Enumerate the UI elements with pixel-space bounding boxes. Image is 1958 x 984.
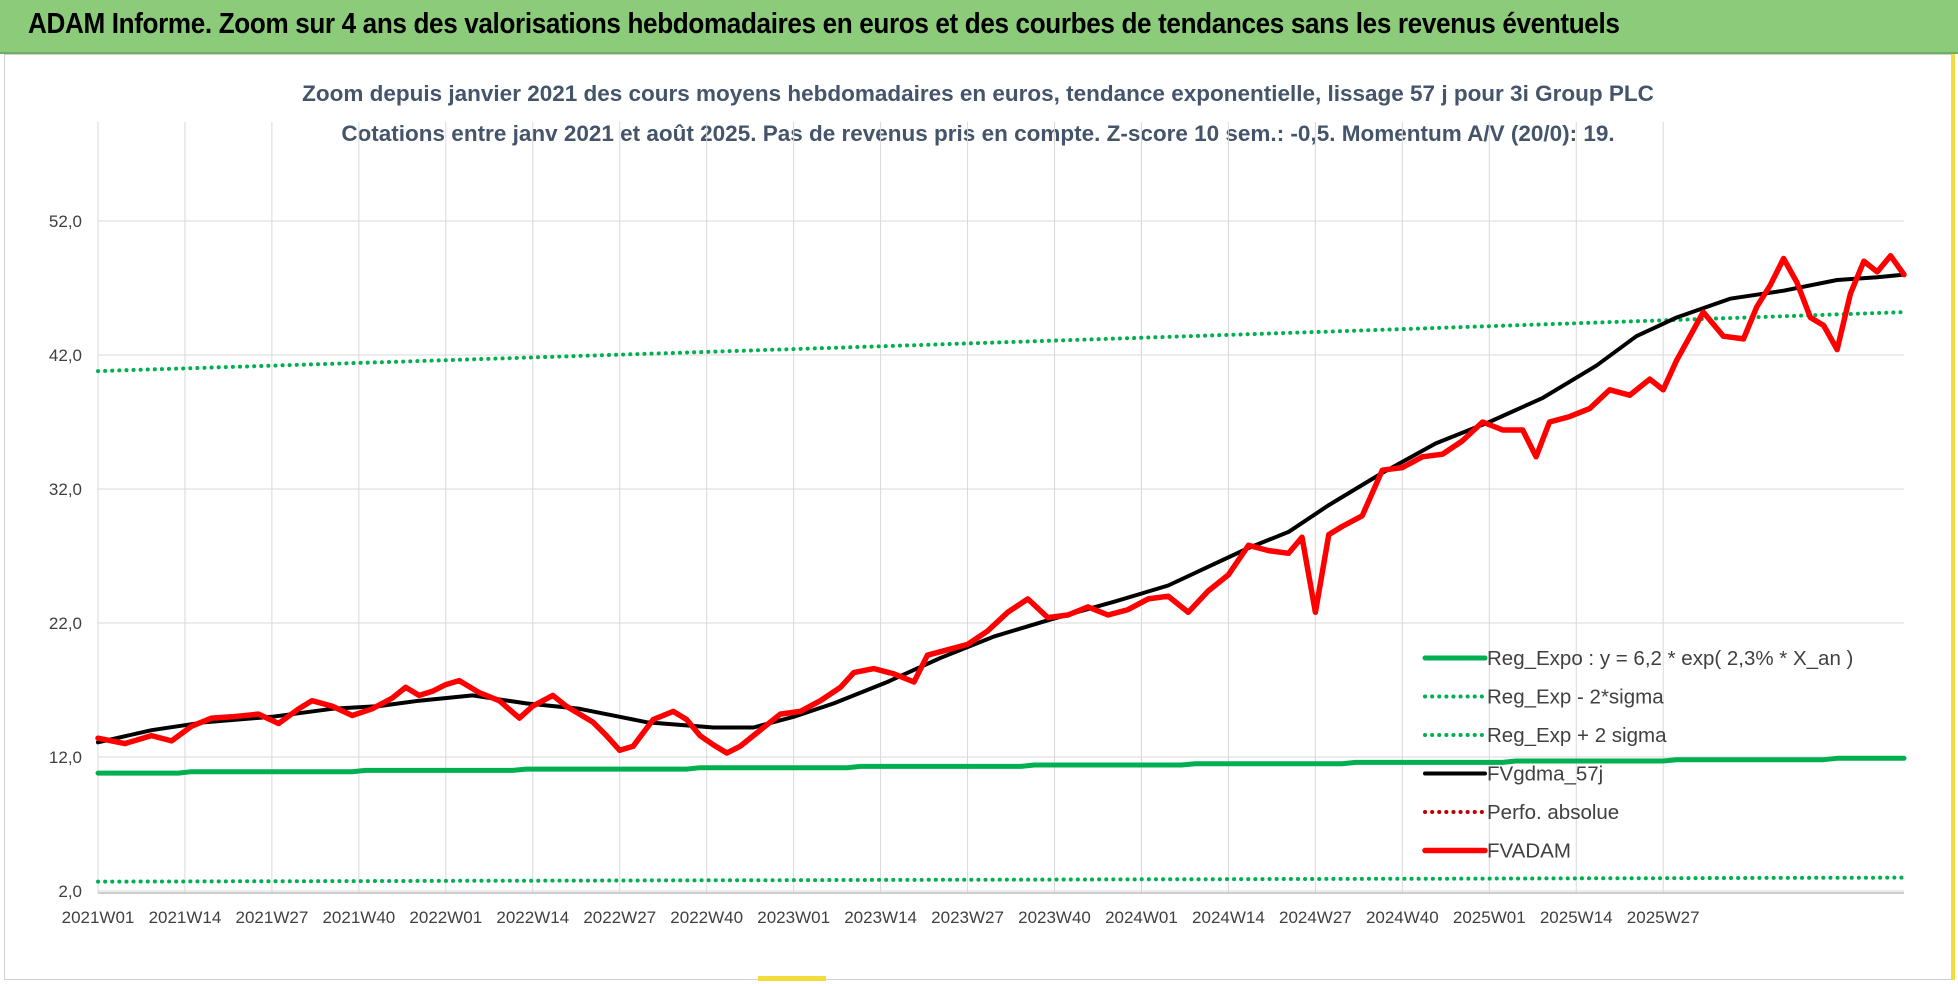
chart-area <box>4 54 1952 980</box>
legend-label: FVgdma_57j <box>1487 763 1603 786</box>
x-tick-label: 2024W01 <box>1105 908 1178 927</box>
x-tick-label: 2023W27 <box>931 908 1004 927</box>
chart-title-line1: Zoom depuis janvier 2021 des cours moyen… <box>302 81 1654 106</box>
x-tick-label: 2022W27 <box>583 908 656 927</box>
y-tick-label: 2,0 <box>58 882 82 901</box>
x-tick-label: 2022W14 <box>496 908 569 927</box>
x-tick-label: 2024W14 <box>1192 908 1265 927</box>
x-tick-label: 2021W01 <box>62 908 135 927</box>
legend-label: FVADAM <box>1487 840 1571 863</box>
x-tick-label: 2025W27 <box>1627 908 1700 927</box>
y-tick-label: 32,0 <box>49 480 82 499</box>
x-tick-label: 2024W27 <box>1279 908 1352 927</box>
x-tick-label: 2021W40 <box>322 908 395 927</box>
x-tick-label: 2024W40 <box>1366 908 1439 927</box>
y-tick-label: 42,0 <box>49 346 82 365</box>
series-line-5 <box>95 253 1907 756</box>
grid-lines <box>97 122 1904 894</box>
x-tick-label: 2022W40 <box>670 908 743 927</box>
legend-label: Reg_Exp - 2*sigma <box>1487 686 1664 709</box>
y-tick-label: 52,0 <box>49 212 82 231</box>
legend-label: Reg_Exp + 2 sigma <box>1487 724 1667 747</box>
x-tick-label: 2023W01 <box>757 908 830 927</box>
x-tick-label: 2025W14 <box>1540 908 1613 927</box>
right-edge-marker <box>1952 54 1955 980</box>
x-tick-label: 2025W01 <box>1453 908 1526 927</box>
y-tick-label: 12,0 <box>49 748 82 767</box>
legend-label: Reg_Expo : y = 6,2 * exp( 2,3% * X_an ) <box>1487 647 1853 670</box>
series-line-2 <box>96 310 1906 374</box>
series-line-1 <box>96 875 1906 884</box>
x-axis: 2021W01 2021W14 2021W27 2021W40 2022W01 2022W… <box>62 908 1700 927</box>
series-line-3 <box>96 272 1906 745</box>
x-tick-label: 2021W27 <box>236 908 309 927</box>
y-axis: 2,0 12,0 22,0 32,0 42,0 52,0 <box>49 212 82 901</box>
x-tick-label: 2023W14 <box>844 908 917 927</box>
x-tick-label: 2023W40 <box>1018 908 1091 927</box>
series-layer <box>95 253 1907 884</box>
series-line-0 <box>95 755 1907 776</box>
y-tick-label: 22,0 <box>49 614 82 633</box>
chart-legend: Reg_Expo : y = 6,2 * exp( 2,3% * X_an ) R… <box>1422 647 1853 863</box>
x-tick-label: 2021W14 <box>149 908 222 927</box>
report-title: ADAM Informe. Zoom sur 4 ans des valoris… <box>28 8 1620 40</box>
bottom-marker <box>758 976 826 981</box>
legend-label: Perfo. absolue <box>1487 801 1619 824</box>
report-banner: ADAM Informe. Zoom sur 4 ans des valoris… <box>0 0 1958 54</box>
x-tick-label: 2022W01 <box>409 908 482 927</box>
